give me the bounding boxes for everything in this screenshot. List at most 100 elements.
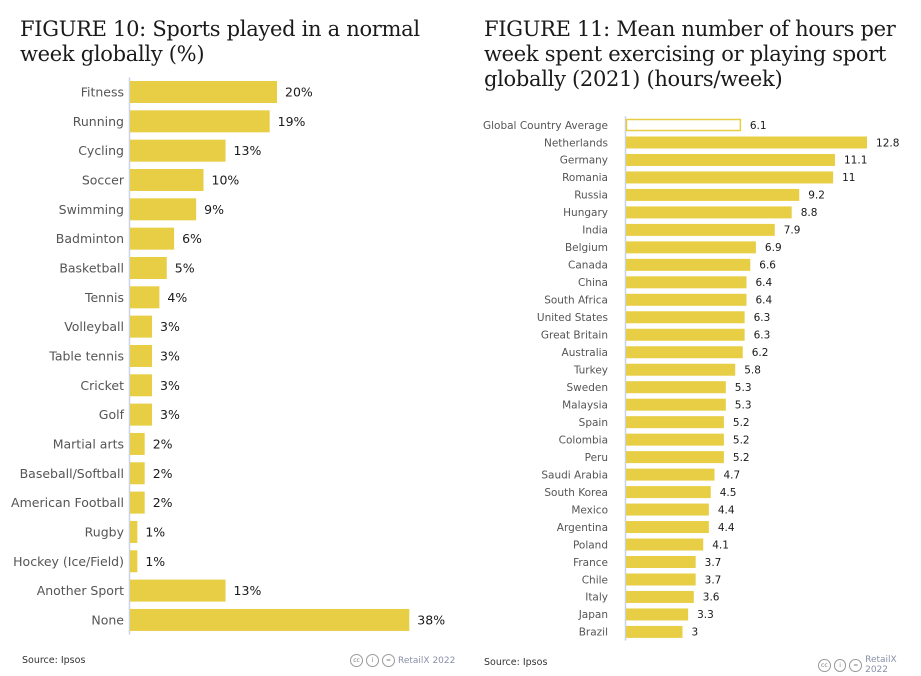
bar [130,139,226,162]
category-label: Another Sport [37,583,124,598]
value-label: 6.3 [754,330,771,342]
category-label: Rugby [85,524,125,539]
value-label: 9.2 [808,190,825,202]
category-label: Cricket [80,378,124,393]
value-label: 6.2 [752,347,769,359]
category-label: Belgium [565,242,608,254]
category-label: Badminton [56,231,124,246]
bar [626,136,868,149]
category-label: Great Britain [541,330,608,342]
category-label: Netherlands [544,137,608,149]
bar [130,550,138,573]
category-label: Romania [562,172,608,184]
bar [626,381,726,394]
bar [626,258,751,271]
value-label: 3.7 [705,574,722,586]
bar [626,486,711,499]
value-label: 8.8 [801,207,818,219]
value-label: 4.7 [724,469,741,481]
bar [626,153,836,166]
bar [130,256,167,279]
category-label: Fitness [81,85,124,100]
bar [130,81,277,103]
bar [626,625,683,638]
category-label: Mexico [571,504,608,516]
value-label: 3.6 [703,592,720,604]
bar [130,432,145,455]
credit-left: cc i = RetailX 2022 [350,654,455,667]
category-label: None [91,612,124,627]
category-label: Volleyball [64,319,124,334]
value-label: 5% [175,260,195,275]
cc-icon: cc [350,654,363,667]
category-label: Cycling [78,143,124,158]
category-label: Spain [579,417,608,429]
bar [626,556,696,568]
value-label: 5.3 [735,399,752,411]
value-label: 3 [691,627,698,639]
value-label: 3.7 [705,557,722,569]
value-label: 3% [160,319,180,334]
category-label: Saudi Arabia [541,469,608,481]
bar [626,468,715,481]
value-label: 2% [153,436,173,451]
bar [130,168,204,191]
bar [626,223,775,236]
bar [626,188,800,201]
category-label: Running [73,114,124,129]
category-label: South Africa [544,295,608,307]
value-label: 6.6 [759,260,776,272]
value-label: 4.1 [712,539,729,551]
bar [626,363,736,376]
category-label: Poland [573,539,608,551]
category-label: Colombia [559,434,608,446]
category-label: Australia [562,347,608,359]
bar [626,503,709,516]
value-label: 6.4 [756,295,773,307]
value-label: 4.4 [718,504,735,516]
bar [626,573,696,586]
source-right: Source: Ipsos [484,657,548,668]
value-label: 5.8 [744,365,761,377]
value-label: 4.5 [720,487,737,499]
bar [130,110,270,133]
value-label: 4% [167,290,187,305]
value-label: 11.1 [844,155,867,167]
credit-right: cc i = RetailX 2022 [818,655,921,675]
bar [626,398,726,411]
value-label: 38% [417,612,445,627]
bar [626,416,724,429]
category-label: Italy [585,592,608,604]
value-label: 20% [285,85,313,100]
figure-10-title: FIGURE 10: Sports played in a normal wee… [20,17,420,66]
value-label: 19% [278,114,306,129]
category-label: Malaysia [562,399,608,411]
credit-text: RetailX 2022 [865,655,897,675]
value-label: 13% [234,143,262,158]
value-label: 9% [204,202,224,217]
category-label: France [573,557,608,569]
category-label: India [582,225,608,237]
category-label: Golf [99,407,125,422]
category-label: American Football [11,495,124,510]
value-label: 1% [145,524,165,539]
value-label: 13% [234,583,262,598]
bar-highlighted [625,118,742,132]
by-icon: i [833,658,847,672]
by-icon: i [366,654,379,667]
cc-icon: cc [818,658,831,672]
category-label: Martial arts [53,436,124,451]
bar [130,315,153,338]
bar [626,171,834,184]
category-label: China [578,277,608,289]
bar [130,344,153,367]
category-label: Chile [582,574,608,586]
bar [130,403,153,426]
category-label: Canada [568,260,608,272]
category-label: Table tennis [48,348,124,363]
bar [130,462,145,485]
value-label: 5.3 [735,382,752,394]
value-label: 3% [160,348,180,363]
bar [626,206,792,219]
